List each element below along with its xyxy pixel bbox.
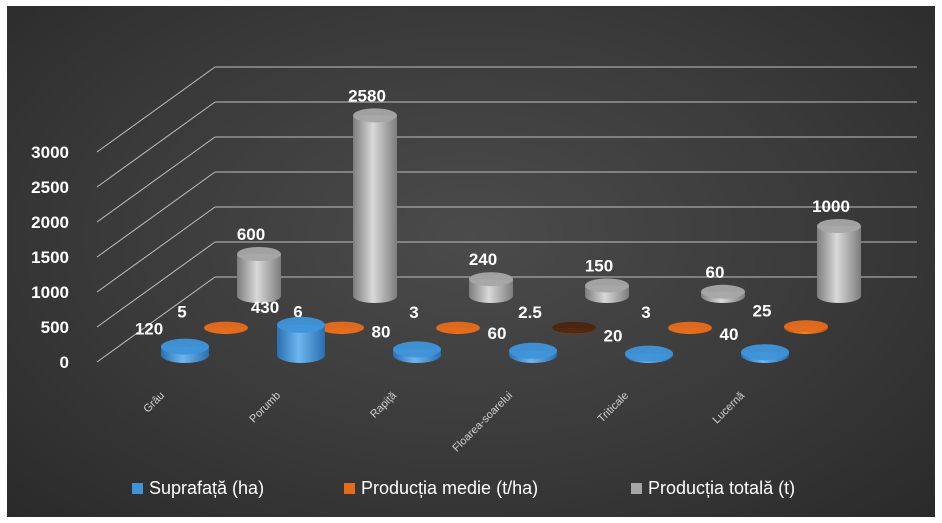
bar-top <box>320 321 364 334</box>
bar <box>436 321 480 334</box>
bar <box>784 320 828 334</box>
legend-label: Suprafață (ha) <box>149 478 264 498</box>
data-label: 2.5 <box>518 303 542 322</box>
gridline-side <box>96 101 216 188</box>
legend: Suprafață (ha) Producția medie (t/ha) Prod… <box>132 478 795 498</box>
bar-body <box>237 254 281 303</box>
y-tick-label: 500 <box>41 318 69 337</box>
bar-top <box>161 338 209 355</box>
gridlines <box>96 66 917 363</box>
bar <box>701 284 745 303</box>
bar <box>585 278 629 303</box>
bar-top <box>204 321 248 334</box>
gridline-side <box>96 241 216 328</box>
legend-item: Producția medie (t/ha) <box>344 478 538 498</box>
bar-top <box>784 320 828 333</box>
gridline-side <box>96 276 216 363</box>
gridline-side <box>96 66 216 153</box>
y-axis: 0 500 1000 1500 2000 2500 3000 <box>31 143 69 372</box>
bar-top <box>552 321 596 334</box>
bar <box>161 338 209 363</box>
gridline-side <box>96 136 216 223</box>
y-tick-label: 2500 <box>31 178 69 197</box>
bar-top <box>393 341 441 358</box>
bar <box>353 108 397 304</box>
gridline-side <box>96 206 216 293</box>
chart-area: 0 500 1000 1500 2000 2500 3000 600 2580 240 150 60… <box>7 6 935 517</box>
data-label: 60 <box>706 263 725 282</box>
bar-top <box>741 344 789 361</box>
data-label: 600 <box>237 225 265 244</box>
bar-top <box>436 321 480 334</box>
category-label: Triticale <box>596 390 631 425</box>
y-tick-label: 1000 <box>31 283 69 302</box>
data-label: 120 <box>135 320 163 339</box>
plot-area: 600 2580 240 150 60 1000 5 6 3 2.5 3 25 120 430 80 60 20… <box>135 86 861 363</box>
category-label: Floarea-soarelui <box>450 390 515 455</box>
data-label: 3 <box>409 303 418 322</box>
data-label: 5 <box>177 303 186 322</box>
legend-swatch <box>631 483 642 494</box>
category-label: Lucernă <box>711 389 748 426</box>
bar-top <box>625 345 673 362</box>
bar <box>393 341 441 363</box>
bar <box>668 321 712 334</box>
bar <box>469 272 513 303</box>
bar-top <box>353 108 397 123</box>
bar-top <box>469 272 513 287</box>
bar-top <box>668 321 712 334</box>
data-label: 25 <box>753 301 772 320</box>
y-tick-label: 2000 <box>31 213 69 232</box>
bar <box>625 345 673 363</box>
bar <box>509 342 557 363</box>
y-tick-label: 0 <box>60 353 69 372</box>
bar-body <box>353 115 397 304</box>
data-label: 40 <box>720 325 739 344</box>
legend-swatch <box>132 483 143 494</box>
data-label: 6 <box>293 303 302 322</box>
bar-top <box>817 219 861 233</box>
data-label: 150 <box>585 257 613 276</box>
data-label: 240 <box>469 250 497 269</box>
bar <box>741 344 789 363</box>
data-label: 2580 <box>348 86 386 105</box>
legend-swatch <box>344 483 355 494</box>
bar <box>320 321 364 334</box>
category-label: Rapiță <box>368 389 400 421</box>
data-label: 20 <box>604 327 623 346</box>
legend-item: Producția totală (t) <box>631 478 795 498</box>
x-axis: Grâu Porumb Rapiță Floarea-soarelui Tritical… <box>141 389 747 454</box>
bar-body <box>277 324 325 363</box>
bar-body <box>817 226 861 303</box>
data-label: 60 <box>488 324 507 343</box>
bar-top <box>585 278 629 293</box>
y-tick-label: 3000 <box>31 143 69 162</box>
legend-item: Suprafață (ha) <box>132 478 264 498</box>
bar-top <box>237 247 281 261</box>
bar-top <box>509 342 557 359</box>
bar <box>237 247 281 303</box>
data-label: 430 <box>251 298 279 317</box>
bar <box>817 219 861 303</box>
category-label: Porumb <box>247 390 283 426</box>
data-label: 3 <box>641 303 650 322</box>
bar <box>552 321 596 334</box>
y-tick-label: 1500 <box>31 248 69 267</box>
data-label: 1000 <box>812 197 850 216</box>
category-label: Grâu <box>141 390 167 416</box>
bar-top <box>277 316 325 333</box>
gridline-side <box>96 171 216 258</box>
bar <box>277 316 325 363</box>
bar-top <box>701 284 745 299</box>
bar <box>204 321 248 334</box>
data-label: 80 <box>372 322 391 341</box>
legend-label: Producția totală (t) <box>648 478 795 498</box>
legend-label: Producția medie (t/ha) <box>361 478 538 498</box>
